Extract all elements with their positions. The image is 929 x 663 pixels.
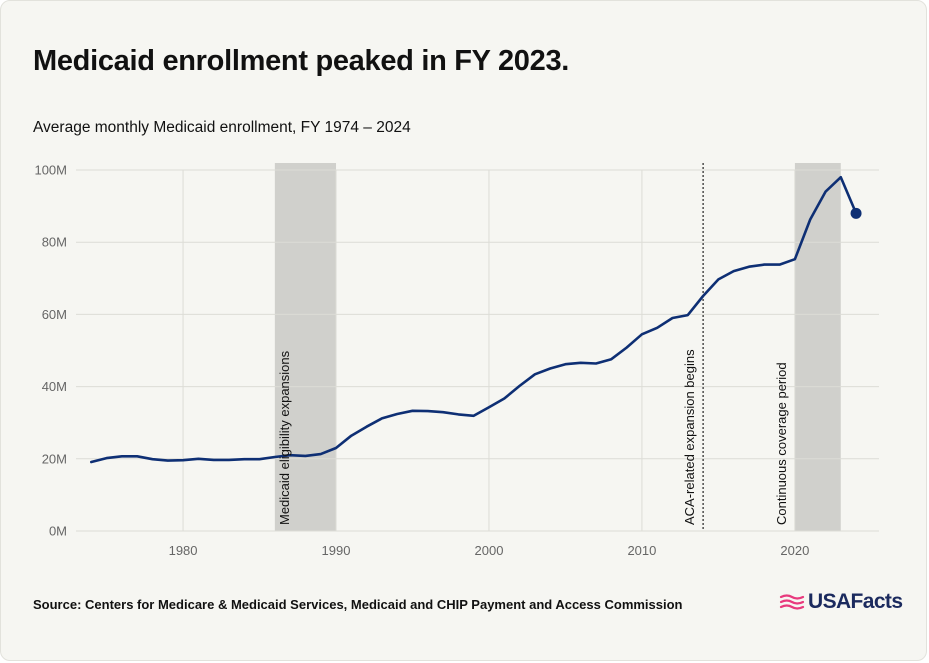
y-tick-label: 80M xyxy=(42,235,67,250)
x-tick-label: 2000 xyxy=(475,543,504,558)
enrollment-line xyxy=(90,175,858,464)
y-tick-label: 0M xyxy=(49,524,67,539)
shaded-periods xyxy=(274,163,841,531)
y-tick-label: 100M xyxy=(34,163,67,178)
line-chart: 0M 20M 40M 60M 80M 100M 1980 1990 2000 2010 2020 M… xyxy=(34,163,879,559)
usafacts-logo[interactable]: USAFacts xyxy=(779,590,903,614)
chart-title: Medicaid enrollment peaked in FY 2023. xyxy=(33,45,570,77)
y-tick-label: 20M xyxy=(42,451,67,466)
last-point-marker xyxy=(850,207,862,219)
x-tick-label: 2010 xyxy=(627,543,656,558)
shaded-period-0 xyxy=(274,163,337,531)
x-tick-label: 2020 xyxy=(780,543,809,558)
shaded-period-1 xyxy=(794,163,841,531)
axis-labels: 0M 20M 40M 60M 80M 100M 1980 1990 2000 2010 2020 xyxy=(34,163,809,559)
flag-icon xyxy=(779,594,805,610)
annotations: Medicaid eligibility expansions ACA-relat… xyxy=(277,349,789,525)
y-tick-label: 60M xyxy=(42,307,67,322)
vertical-marker-label: ACA-related expansion begins xyxy=(682,349,697,525)
x-tick-label: 1980 xyxy=(169,543,198,558)
source-note: Source: Centers for Medicare & Medicaid … xyxy=(33,597,683,612)
gridlines xyxy=(76,169,879,532)
shaded-period-label: Continuous coverage period xyxy=(774,362,789,525)
x-tick-label: 1990 xyxy=(322,543,351,558)
logo-text: USAFacts xyxy=(808,590,903,613)
series-layer xyxy=(90,175,862,464)
shaded-period-label: Medicaid eligibility expansions xyxy=(277,350,292,525)
chart-subtitle: Average monthly Medicaid enrollment, FY … xyxy=(33,119,411,136)
y-tick-label: 40M xyxy=(42,379,67,394)
